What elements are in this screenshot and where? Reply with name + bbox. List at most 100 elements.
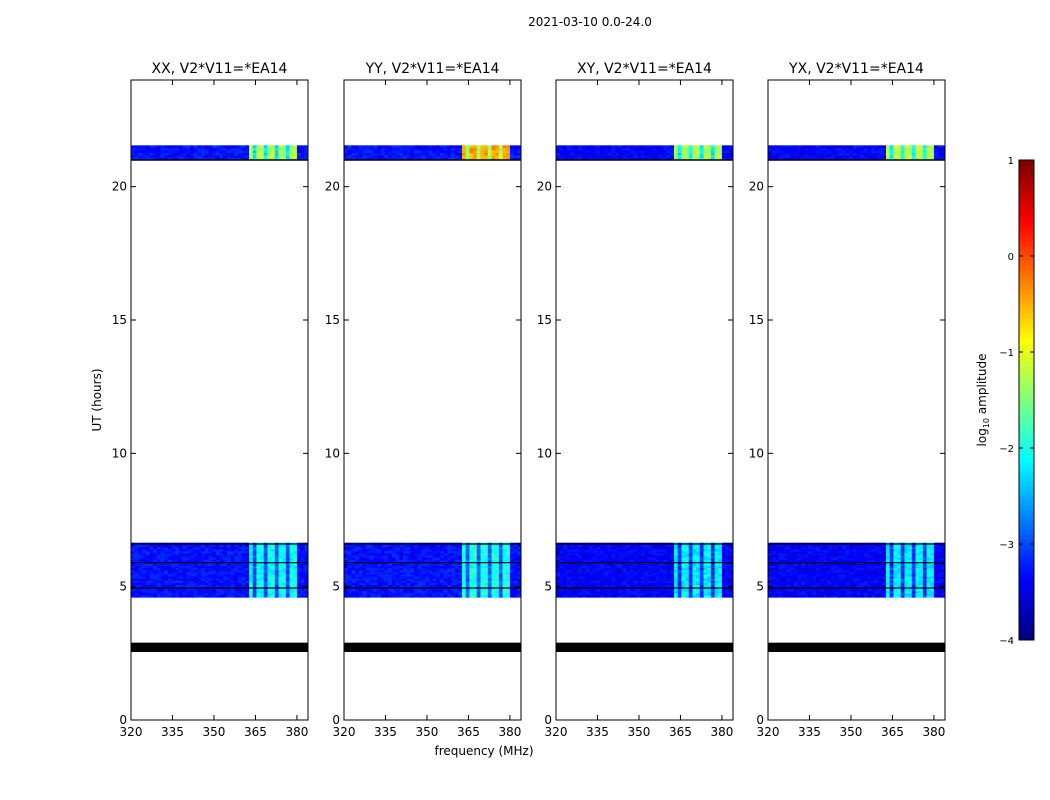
heatmap-cell [681, 152, 686, 156]
heatmap-cell [498, 572, 503, 575]
heatmap-cell [567, 588, 572, 592]
heatmap-cell [425, 574, 430, 577]
heatmap-cell [417, 544, 422, 548]
heatmap-cell [718, 544, 723, 548]
heatmap-cell [362, 559, 367, 562]
heatmap-cell [366, 551, 371, 554]
heatmap-cell [801, 588, 806, 592]
y-tick-label: 0 [544, 713, 552, 727]
heatmap-cell [380, 570, 385, 573]
heatmap-cell [622, 591, 627, 594]
heatmap-cell [812, 584, 817, 588]
heatmap-cell [659, 157, 664, 161]
heatmap-cell [260, 572, 265, 575]
heatmap-cell [655, 553, 660, 556]
heatmap-cell [462, 145, 466, 149]
heatmap-cell [190, 152, 194, 156]
heatmap-cell [230, 557, 235, 560]
heatmap-cell [574, 567, 579, 571]
heatmap-cell [498, 551, 503, 554]
heatmap-cell [134, 548, 139, 552]
heatmap-cell [182, 580, 187, 583]
heatmap-cell [498, 584, 503, 588]
heatmap-cell [263, 584, 268, 588]
x-tick-label: 350 [203, 725, 226, 739]
heatmap-cell [226, 145, 231, 149]
heatmap-cell [703, 593, 708, 596]
heatmap-cell [182, 544, 187, 548]
heatmap-cell [681, 553, 686, 556]
heatmap-cell [355, 584, 360, 588]
heatmap-cell [182, 155, 187, 158]
heatmap-cell [640, 576, 645, 579]
heatmap-cell [282, 588, 287, 592]
heatmap-cell [425, 565, 430, 569]
heatmap-cell [347, 580, 352, 583]
heatmap-cell [421, 553, 426, 556]
heatmap-cell [480, 563, 485, 567]
heatmap-cell [707, 553, 712, 556]
heatmap-cell [241, 588, 246, 592]
heatmap-cell [403, 152, 407, 156]
heatmap-cell [487, 574, 492, 577]
heatmap-cell [443, 593, 448, 596]
heatmap-cell [274, 557, 279, 560]
heatmap-cell [721, 544, 726, 548]
heatmap-cell [585, 574, 590, 577]
heatmap-cell [659, 574, 664, 577]
heatmap-cell [502, 546, 507, 550]
heatmap-cell [226, 595, 231, 598]
heatmap-cell [156, 588, 161, 592]
heatmap-cell [439, 574, 444, 577]
heatmap-cell [274, 548, 279, 552]
heatmap-cell [721, 557, 726, 560]
heatmap-cell [484, 563, 489, 567]
heatmap-cell [600, 145, 605, 149]
heatmap-cell [351, 576, 356, 579]
heatmap-cell [600, 595, 605, 598]
heatmap-cell [241, 147, 246, 151]
heatmap-cell [498, 593, 503, 596]
heatmap-cell [391, 591, 396, 594]
heatmap-cell [237, 152, 242, 156]
heatmap-cell [648, 557, 653, 560]
heatmap-cell [648, 563, 653, 567]
heatmap-cell [480, 145, 485, 149]
heatmap-cell [380, 544, 385, 548]
heatmap-cell [589, 570, 594, 573]
heatmap-cell [603, 563, 608, 567]
heatmap-cell [241, 572, 246, 575]
heatmap-cell [465, 576, 470, 579]
heatmap-cell [234, 565, 239, 569]
heatmap-cell [282, 551, 287, 554]
heatmap-cell [300, 147, 305, 151]
heatmap-cell [629, 145, 634, 149]
heatmap-cell [688, 152, 693, 156]
heatmap-cell [182, 551, 187, 554]
heatmap-cell [145, 591, 150, 594]
heatmap-cell [145, 553, 150, 556]
heatmap-cell [878, 588, 883, 592]
heatmap-cell [465, 588, 470, 592]
heatmap-cell [362, 152, 367, 156]
heatmap-cell [450, 147, 455, 151]
heatmap-cell [285, 593, 290, 596]
heatmap-cell [585, 593, 590, 596]
heatmap-cell [436, 563, 441, 567]
heatmap-cell [212, 555, 217, 558]
heatmap-cell [230, 553, 235, 556]
heatmap-cell [428, 559, 433, 562]
heatmap-cell [644, 572, 649, 575]
heatmap-cell [581, 591, 586, 594]
heatmap-cell [692, 572, 697, 575]
heatmap-cell [178, 546, 183, 550]
heatmap-cell [417, 557, 422, 560]
heatmap-cell [358, 565, 363, 569]
heatmap-cell [648, 572, 653, 575]
heatmap-cell [615, 157, 619, 161]
heatmap-cell [615, 551, 619, 554]
heatmap-cell [399, 570, 404, 573]
heatmap-cell [447, 557, 452, 560]
heatmap-cell [904, 591, 909, 594]
heatmap-cell [384, 555, 389, 558]
